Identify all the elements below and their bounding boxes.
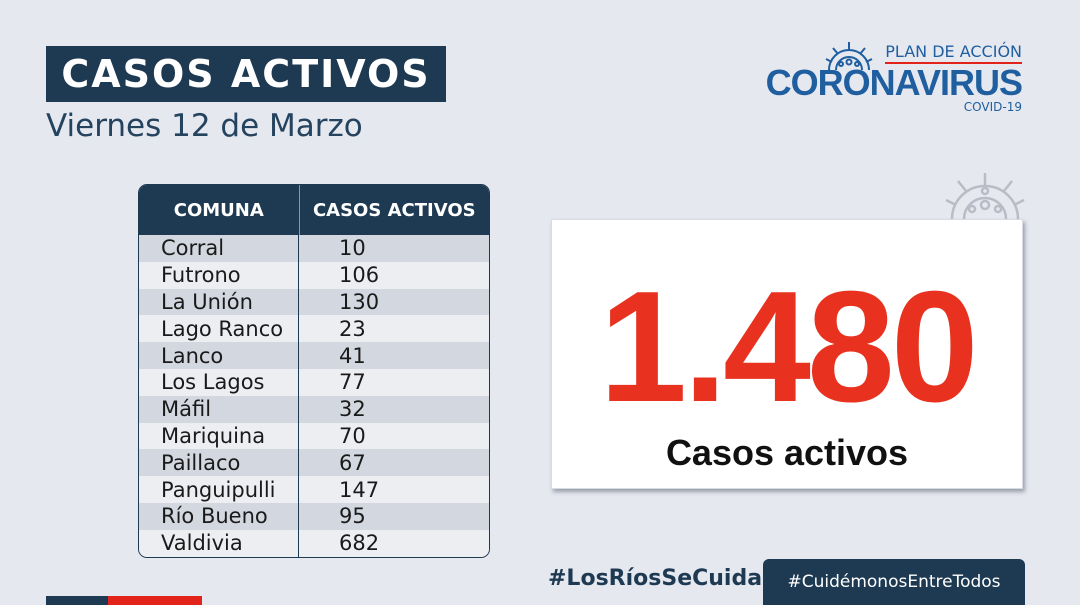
comuna-cell: Lanco — [139, 342, 299, 369]
casos-cell: 77 — [339, 370, 366, 395]
table-row: Futrono 106 — [139, 261, 489, 289]
column-header-casos: CASOS ACTIVOS — [312, 199, 476, 221]
casos-cell: 682 — [339, 531, 380, 556]
casos-cell: 32 — [339, 397, 366, 422]
table-row: Panguipulli 147 — [139, 476, 489, 503]
comuna-cell: Mariquina — [139, 422, 299, 450]
casos-cell: 70 — [339, 423, 366, 448]
virus-icon — [825, 42, 873, 71]
comuna-cell: Río Bueno — [139, 502, 299, 530]
total-value: 1.480 — [599, 259, 978, 435]
table-header: COMUNA CASOS ACTIVOS — [139, 185, 489, 235]
casos-cell: 147 — [339, 477, 380, 502]
comuna-cell: Paillaco — [139, 449, 299, 477]
hashtag-los-rios: #LosRíosSeCuida — [548, 566, 763, 591]
hashtag-cuidemonos: #CuidémonosEntreTodos — [763, 559, 1025, 605]
date-subtitle: Viernes 12 de Marzo — [46, 108, 363, 144]
table-row: Corral 10 — [139, 235, 489, 262]
comuna-cell: La Unión — [139, 288, 299, 316]
casos-cell: 23 — [339, 316, 366, 341]
brand-sub: COVID-19 — [963, 100, 1022, 114]
table-row: Lanco 41 — [139, 342, 489, 369]
comuna-cell: Corral — [139, 235, 299, 262]
table-row: Los Lagos 77 — [139, 368, 489, 396]
table-row: Mariquina 70 — [139, 422, 489, 450]
comuna-cell: Valdivia — [139, 529, 299, 557]
column-header-comuna: COMUNA — [139, 185, 300, 235]
flag-stripe-blue — [46, 596, 108, 605]
table-row: Paillaco 67 — [139, 449, 489, 477]
brand-plan-label: PLAN DE ACCIÓN — [885, 42, 1022, 64]
total-card: 1.480 Casos activos — [551, 219, 1023, 489]
casos-cell: 130 — [339, 289, 380, 314]
cases-table: COMUNA CASOS ACTIVOS Corral 10 Futrono 106… — [138, 184, 490, 558]
comuna-cell: Panguipulli — [139, 476, 299, 503]
table-row: Valdivia 682 — [139, 529, 489, 557]
comuna-cell: Futrono — [139, 261, 299, 289]
casos-cell: 41 — [339, 343, 366, 368]
comuna-cell: Los Lagos — [139, 368, 299, 396]
comuna-cell: Lago Ranco — [139, 315, 299, 343]
total-label: Casos activos — [665, 432, 909, 473]
table-row: Máfil 32 — [139, 395, 489, 423]
table-body: Corral 10 Futrono 106 La Unión 130 Lago Ran… — [139, 235, 489, 557]
table-row: Río Bueno 95 — [139, 502, 489, 530]
casos-cell: 106 — [339, 263, 380, 288]
table-row: La Unión 130 — [139, 288, 489, 316]
brand-logo: PLAN DE ACCIÓN CORONAVIRUS COVID-19 — [752, 32, 1023, 122]
virus-watermark-icon — [945, 173, 1025, 220]
casos-cell: 10 — [339, 236, 366, 261]
table-row: Lago Ranco 23 — [139, 315, 489, 343]
flag-stripe-red — [108, 596, 202, 605]
page-title: CASOS ACTIVOS — [46, 46, 446, 102]
casos-cell: 67 — [339, 450, 366, 475]
brand-name: CORONAVIRUS — [765, 62, 1023, 103]
comuna-cell: Máfil — [139, 395, 299, 423]
casos-cell: 95 — [339, 504, 366, 529]
